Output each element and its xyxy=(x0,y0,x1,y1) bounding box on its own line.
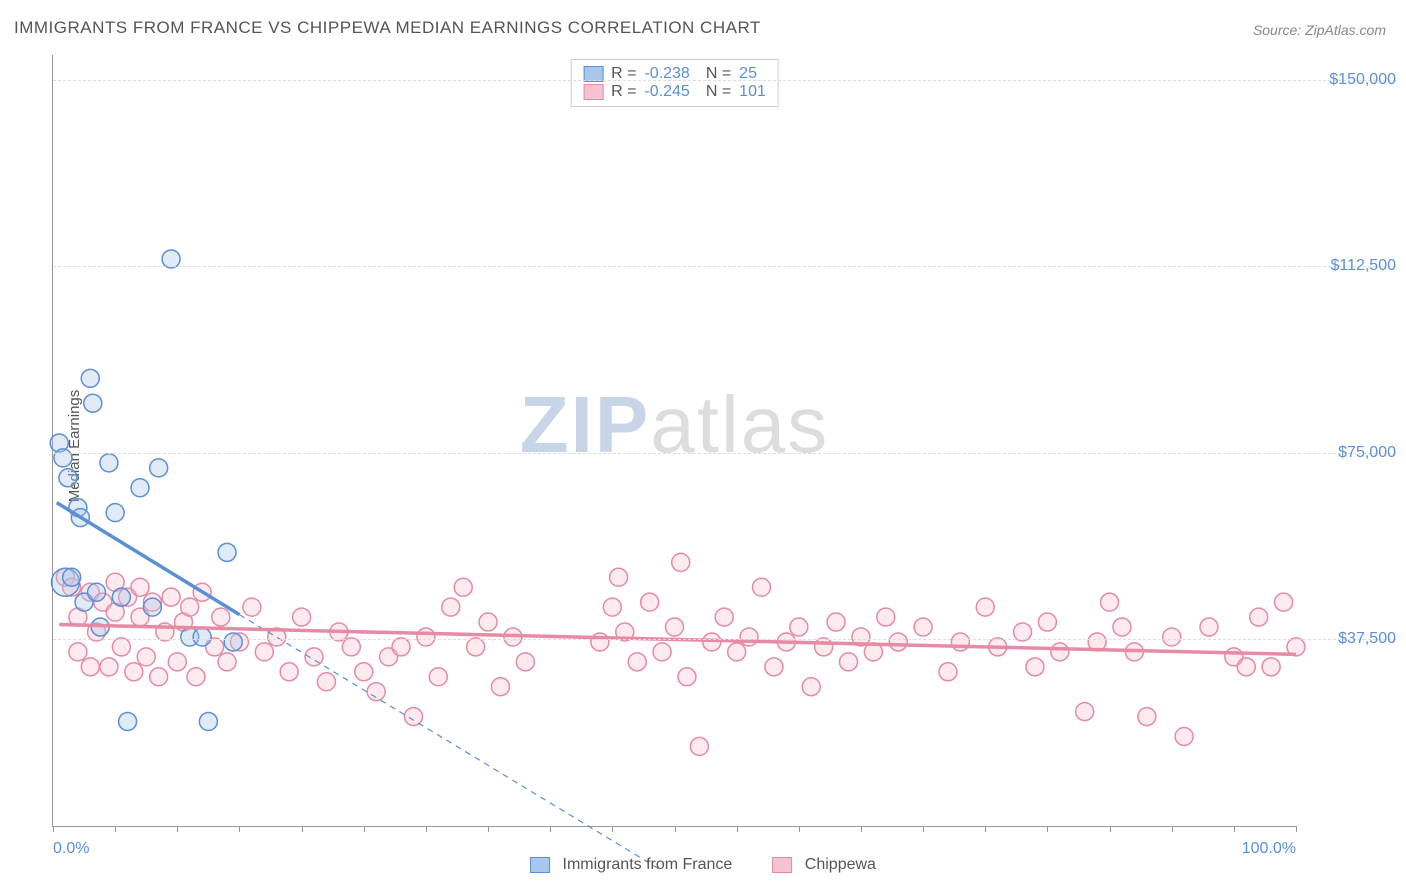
x-tick xyxy=(239,826,240,832)
plot-area: ZIPatlas R = -0.238 N = 25 R = -0.245 N … xyxy=(52,55,1296,827)
legend-swatch-chippewa xyxy=(583,84,603,100)
x-tick xyxy=(115,826,116,832)
x-tick xyxy=(1110,826,1111,832)
legend-item-france: Immigrants from France xyxy=(530,856,732,874)
x-tick xyxy=(488,826,489,832)
legend-item-chippewa: Chippewa xyxy=(772,856,876,874)
x-tick xyxy=(177,826,178,832)
x-tick xyxy=(923,826,924,832)
x-tick xyxy=(53,826,54,832)
x-tick xyxy=(550,826,551,832)
correlation-chart: IMMIGRANTS FROM FRANCE VS CHIPPEWA MEDIA… xyxy=(0,0,1406,892)
grid-line xyxy=(53,639,1396,640)
x-tick xyxy=(675,826,676,832)
grid-line xyxy=(53,266,1396,267)
x-tick-label: 0.0% xyxy=(53,840,89,858)
n-value-chippewa: 101 xyxy=(739,83,766,101)
x-tick xyxy=(426,826,427,832)
x-tick xyxy=(737,826,738,832)
y-tick-label: $75,000 xyxy=(1306,444,1396,462)
y-tick-label: $112,500 xyxy=(1306,257,1396,275)
legend-swatch-france xyxy=(530,857,550,873)
x-tick xyxy=(1234,826,1235,832)
x-tick xyxy=(612,826,613,832)
x-tick-label: 100.0% xyxy=(1242,840,1296,858)
r-value-chippewa: -0.245 xyxy=(644,83,689,101)
y-tick-label: $150,000 xyxy=(1306,71,1396,89)
chart-source: Source: ZipAtlas.com xyxy=(1253,22,1386,38)
x-tick xyxy=(364,826,365,832)
grid-line xyxy=(53,453,1396,454)
x-tick xyxy=(1296,826,1297,832)
chart-title: IMMIGRANTS FROM FRANCE VS CHIPPEWA MEDIA… xyxy=(14,18,761,38)
y-tick-label: $37,500 xyxy=(1306,630,1396,648)
x-tick xyxy=(861,826,862,832)
legend-stats-row: R = -0.245 N = 101 xyxy=(583,83,766,101)
grid-line xyxy=(53,80,1396,81)
legend-stats: R = -0.238 N = 25 R = -0.245 N = 101 xyxy=(570,59,779,107)
scatter-svg xyxy=(53,55,1296,826)
x-tick xyxy=(799,826,800,832)
legend-series: Immigrants from France Chippewa xyxy=(530,856,876,874)
x-tick xyxy=(1172,826,1173,832)
legend-swatch-chippewa xyxy=(772,857,792,873)
x-tick xyxy=(1047,826,1048,832)
x-tick xyxy=(985,826,986,832)
x-tick xyxy=(302,826,303,832)
